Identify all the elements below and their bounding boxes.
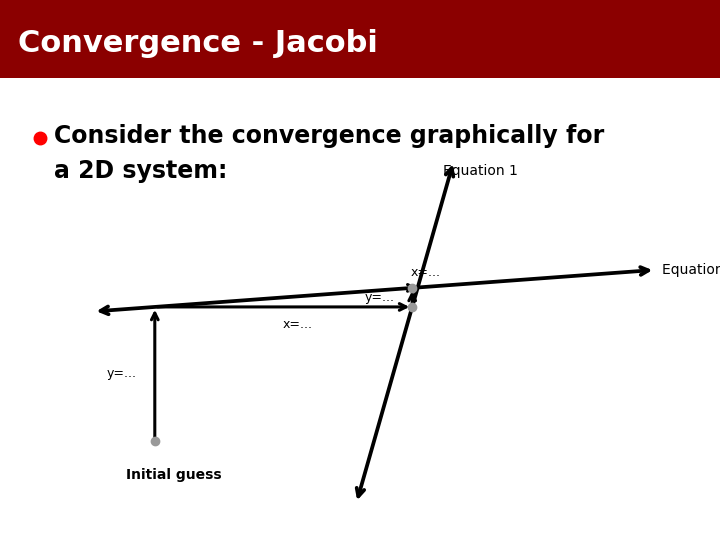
FancyBboxPatch shape [0, 0, 720, 82]
FancyBboxPatch shape [0, 69, 720, 540]
Text: y=...: y=... [364, 291, 394, 304]
Text: a 2D system:: a 2D system: [54, 159, 228, 183]
Text: Equation 2: Equation 2 [662, 263, 720, 277]
Text: Convergence - Jacobi: Convergence - Jacobi [18, 29, 378, 58]
Text: Equation 1: Equation 1 [443, 164, 518, 178]
Text: Consider the convergence graphically for: Consider the convergence graphically for [54, 124, 604, 148]
Text: y=...: y=... [107, 367, 137, 380]
Text: x=...: x=... [410, 266, 441, 279]
Text: x=...: x=... [283, 319, 313, 332]
Text: Initial guess: Initial guess [126, 468, 222, 482]
